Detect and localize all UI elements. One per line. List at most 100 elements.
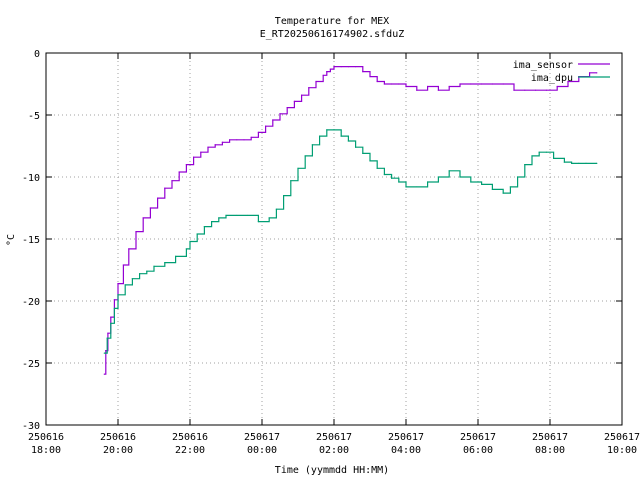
data-point-ima_dpu [333,129,335,131]
x-tick-time-label: 20:00 [103,445,133,456]
x-tick-time-label: 08:00 [535,445,565,456]
data-point-ima_sensor [326,71,328,73]
data-point-ima_sensor [470,83,472,85]
data-point-ima_dpu [383,173,385,176]
data-point-ima_dpu [398,181,400,183]
data-point-ima_dpu [218,217,220,219]
data-point-ima_dpu [459,176,461,178]
x-tick-date-label: 250616 [100,432,136,443]
x-tick-date-label: 250617 [604,432,640,443]
data-point-ima_sensor [171,180,173,182]
data-point-ima_dpu [545,151,548,153]
data-point-ima_dpu [340,135,342,137]
data-point-ima_sensor [333,66,335,68]
data-point-ima_dpu [355,146,357,148]
data-point-ima_dpu [524,164,526,166]
series-line-ima_dpu [104,129,597,354]
data-point-ima_dpu [131,278,133,280]
data-point-ima_dpu [585,162,587,164]
data-point-ima_dpu [509,186,511,188]
data-point-ima_sensor [524,89,526,91]
data-point-ima_sensor [293,100,295,102]
data-point-ima_sensor [481,83,483,85]
data-point-ima_dpu [491,188,493,190]
y-axis-label: °C [6,234,17,246]
data-point-ima_dpu [376,167,378,169]
x-tick-time-label: 04:00 [391,445,421,456]
y-tick-label: -25 [22,359,40,370]
data-point-ima_dpu [531,155,533,157]
chart-subtitle: E_RT20250616174902.sfduZ [260,29,405,40]
data-point-ima_sensor [164,187,166,189]
data-point-ima_sensor [236,139,238,141]
data-point-ima_sensor [207,146,209,148]
data-point-ima_sensor [567,80,569,83]
data-point-ima_dpu [416,186,418,188]
data-point-ima_sensor [128,248,130,250]
data-point-ima_dpu [553,157,555,159]
data-point-ima_dpu [596,162,598,164]
grid [46,53,622,425]
data-point-ima_dpu [106,337,108,339]
data-point-ima_sensor [355,66,357,68]
data-point-ima_dpu [268,217,270,219]
data-point-ima_dpu [405,186,407,188]
data-point-ima_dpu [391,177,393,179]
x-axis-ticks: 250616 18:00 250616 20:00 250616 22:00 250617 0… [28,53,640,456]
data-point-ima_dpu [448,170,450,172]
x-tick-time-label: 22:00 [175,445,205,456]
data-point-ima_sensor [243,139,245,141]
data-point-ima_sensor [362,71,364,73]
data-point-ima_dpu [347,140,349,142]
data-point-ima_sensor [122,264,124,266]
x-tick-time-label: 10:00 [607,445,637,456]
data-point-ima_sensor [329,68,331,70]
data-point-ima_dpu [225,214,227,217]
data-point-ima_sensor [110,316,112,318]
data-point-ima_sensor [257,131,259,133]
x-tick-date-label: 250617 [532,432,568,443]
x-tick-time-label: 06:00 [463,445,493,456]
data-point-ima_sensor [265,125,267,127]
data-point-ima_dpu [247,214,249,217]
data-point-ima_dpu [110,322,112,324]
y-tick-label: -30 [22,421,40,432]
x-tick-date-label: 250616 [28,432,64,443]
x-tick-date-label: 250616 [172,432,208,443]
data-point-ima_sensor [448,85,450,88]
data-point-ima_sensor [369,75,371,78]
data-point-ima_sensor [117,283,119,285]
data-point-ima_dpu [153,265,155,267]
x-tick-date-label: 250617 [244,432,280,443]
data-point-ima_sensor [340,66,342,68]
data-point-ima_sensor [103,373,105,375]
data-point-ima_dpu [369,160,371,162]
x-tick-date-label: 250617 [388,432,424,443]
data-point-ima_sensor [502,83,504,85]
data-point-ima_sensor [398,83,400,85]
series-line-ima_sensor [104,66,597,375]
data-point-ima_dpu [113,307,115,310]
data-point-ima_sensor [347,66,349,68]
data-point-ima_dpu [211,221,213,223]
data-point-ima_sensor [437,89,439,91]
data-point-ima_sensor [491,83,493,85]
data-point-ima_sensor [214,144,216,146]
data-point-ima_dpu [290,180,292,182]
data-point-ima_sensor [229,139,231,141]
data-point-ima_sensor [545,89,548,91]
x-tick-time-label: 00:00 [247,445,277,456]
data-point-ima_dpu [103,352,105,354]
data-point-ima_sensor [185,164,187,166]
data-point-ima_sensor [221,141,223,143]
x-tick-time-label: 18:00 [31,445,61,456]
y-axis-ticks: 0 -5 -10 -15 -20 -25 -30 [22,49,622,432]
data-point-ima_sensor [250,136,252,138]
data-point-ima_dpu [311,144,313,146]
x-tick-time-label: 02:00 [319,445,349,456]
data-point-ima_sensor [376,80,378,83]
data-point-ima_sensor [427,85,429,88]
data-point-ima_dpu [578,162,580,164]
data-point-ima_dpu [283,195,285,197]
